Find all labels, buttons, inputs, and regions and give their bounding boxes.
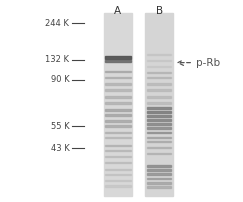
Bar xyxy=(145,13,173,196)
Bar xyxy=(147,119,172,121)
Bar xyxy=(105,114,131,116)
Bar xyxy=(147,123,172,125)
Bar xyxy=(147,54,172,55)
Bar xyxy=(147,83,172,84)
Text: A: A xyxy=(114,6,122,16)
Text: 244 K: 244 K xyxy=(45,19,69,28)
Text: 55 K: 55 K xyxy=(51,122,69,131)
Bar xyxy=(105,71,131,72)
Bar xyxy=(105,145,131,146)
Bar xyxy=(147,115,172,117)
Bar xyxy=(105,156,131,157)
Text: p-Rb: p-Rb xyxy=(196,58,220,68)
Bar xyxy=(105,102,131,104)
Bar xyxy=(105,96,131,98)
Bar xyxy=(147,186,172,188)
Bar xyxy=(105,125,131,127)
Bar xyxy=(147,153,172,154)
Bar xyxy=(147,132,172,133)
Bar xyxy=(147,89,172,90)
Bar xyxy=(105,137,131,138)
Bar xyxy=(105,162,131,163)
Text: 90 K: 90 K xyxy=(51,75,69,84)
Bar xyxy=(105,185,131,187)
Bar xyxy=(104,13,132,196)
Bar xyxy=(147,96,172,98)
Bar xyxy=(147,182,172,184)
Text: 43 K: 43 K xyxy=(51,144,69,153)
Bar xyxy=(147,66,172,67)
Bar xyxy=(147,77,172,78)
Bar xyxy=(147,165,172,167)
Bar xyxy=(105,89,131,90)
Bar xyxy=(105,77,131,78)
Bar xyxy=(147,111,172,113)
Bar xyxy=(147,107,172,109)
Bar xyxy=(147,102,172,104)
Bar xyxy=(147,137,172,138)
Bar xyxy=(105,132,131,133)
Text: 132 K: 132 K xyxy=(45,55,69,64)
Bar xyxy=(105,180,131,182)
Text: B: B xyxy=(156,6,163,16)
Bar xyxy=(105,56,131,59)
Bar xyxy=(147,127,172,129)
Bar xyxy=(105,174,131,175)
Bar xyxy=(147,72,172,73)
Bar xyxy=(147,141,172,142)
Bar xyxy=(105,120,131,122)
Bar xyxy=(147,60,172,61)
Bar xyxy=(105,150,131,151)
Bar xyxy=(105,60,131,62)
Bar xyxy=(105,169,131,170)
Bar xyxy=(147,178,172,179)
Bar xyxy=(147,173,172,175)
Bar xyxy=(105,83,131,84)
Bar xyxy=(147,169,172,171)
Bar xyxy=(147,147,172,148)
Bar xyxy=(105,109,131,111)
